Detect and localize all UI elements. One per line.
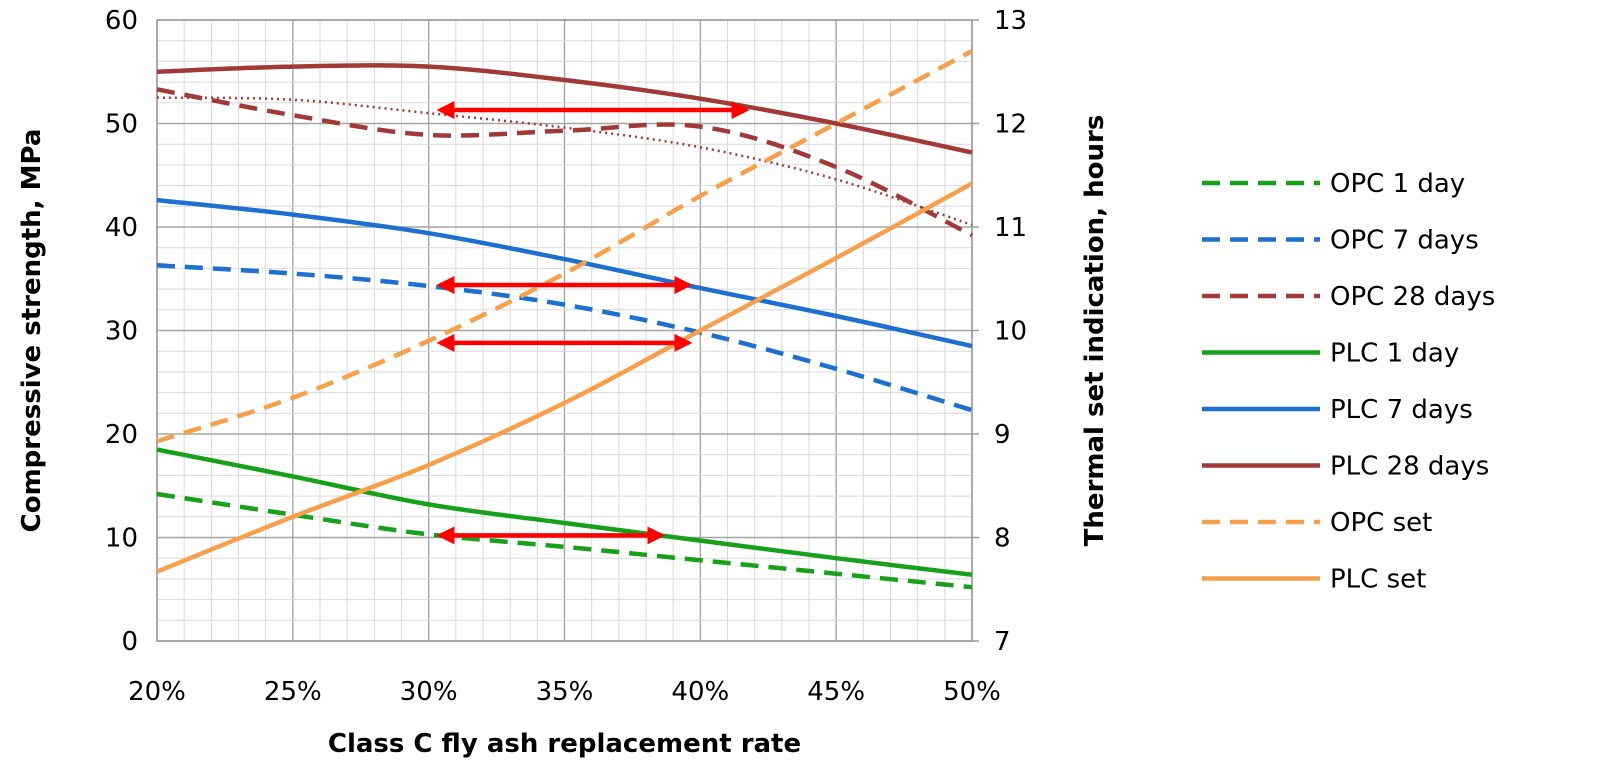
y-tick-label: 10 — [105, 524, 138, 554]
plc-28-days-series-line — [156, 63, 973, 155]
y2-tick-label: 8 — [994, 524, 1011, 554]
legend-label: OPC 1 day — [1330, 169, 1465, 199]
y2-tick-label: 11 — [994, 213, 1027, 243]
x-tick-label: 20% — [128, 677, 186, 707]
opc-28-days-series-line — [156, 87, 974, 238]
legend-item-plc-1-day: PLC 1 day — [1202, 339, 1459, 369]
y2-tick-label: 13 — [994, 6, 1027, 36]
x-tick-label: 50% — [943, 677, 1001, 707]
y-tick-label: 60 — [105, 6, 138, 36]
x-axis-title: Class C fly ash replacement rate — [328, 729, 801, 759]
legend-label: OPC set — [1330, 508, 1432, 538]
y2-tick-label: 10 — [994, 317, 1027, 347]
y2-axis-title: Thermal set indication, hours — [1080, 115, 1110, 547]
legend-item-opc-set: OPC set — [1202, 508, 1432, 538]
legend-item-plc-set: PLC set — [1202, 565, 1426, 595]
legend-label: PLC 28 days — [1330, 452, 1489, 482]
x-tick-label: 30% — [400, 677, 458, 707]
y2-tick-label: 7 — [994, 627, 1011, 657]
y-tick-label: 50 — [105, 110, 138, 140]
legend-item-plc-28-days: PLC 28 days — [1202, 452, 1489, 482]
y2-tick-label: 12 — [994, 110, 1027, 140]
legend-item-plc-7-days: PLC 7 days — [1202, 395, 1473, 425]
x-tick-label: 40% — [671, 677, 729, 707]
opc-1-day-series-line — [156, 491, 973, 590]
legend-item-opc-1-day: OPC 1 day — [1202, 169, 1465, 199]
y-tick-label: 30 — [105, 317, 138, 347]
y2-tick-label: 9 — [994, 420, 1011, 450]
plc-set-series-line — [156, 181, 974, 574]
plc-7-days-series-line — [156, 197, 973, 349]
legend-label: PLC set — [1330, 565, 1426, 595]
legend: OPC 1 day OPC 7 days OPC 28 days PLC 1 day P… — [1202, 169, 1495, 595]
y-axis-title: Compressive strength, MPa — [17, 129, 47, 533]
annotations — [436, 101, 750, 545]
legend-label: OPC 28 days — [1330, 282, 1495, 312]
opc-7-days-series-line — [156, 263, 973, 413]
y-tick-label: 40 — [105, 213, 138, 243]
x-tick-label: 35% — [536, 677, 594, 707]
x-tick-label: 25% — [264, 677, 322, 707]
series-lines — [156, 49, 974, 590]
y-tick-label: 20 — [105, 420, 138, 450]
x-tick-label: 45% — [807, 677, 865, 707]
legend-label: PLC 1 day — [1330, 339, 1459, 369]
plc-1-day-series-line — [156, 447, 973, 577]
legend-item-opc-7-days: OPC 7 days — [1202, 226, 1479, 256]
opc-set-series-line — [156, 49, 974, 444]
legend-label: OPC 7 days — [1330, 226, 1479, 256]
trendline-series-line — [156, 96, 973, 227]
axes: 20% 25% 30% 35% 40% 45% 50% 0 10 20 30 40 50 60 7 8 9 10 1… — [105, 6, 1027, 707]
y-tick-label: 0 — [121, 627, 138, 657]
legend-label: PLC 7 days — [1330, 395, 1473, 425]
legend-item-opc-28-days: OPC 28 days — [1202, 282, 1495, 312]
